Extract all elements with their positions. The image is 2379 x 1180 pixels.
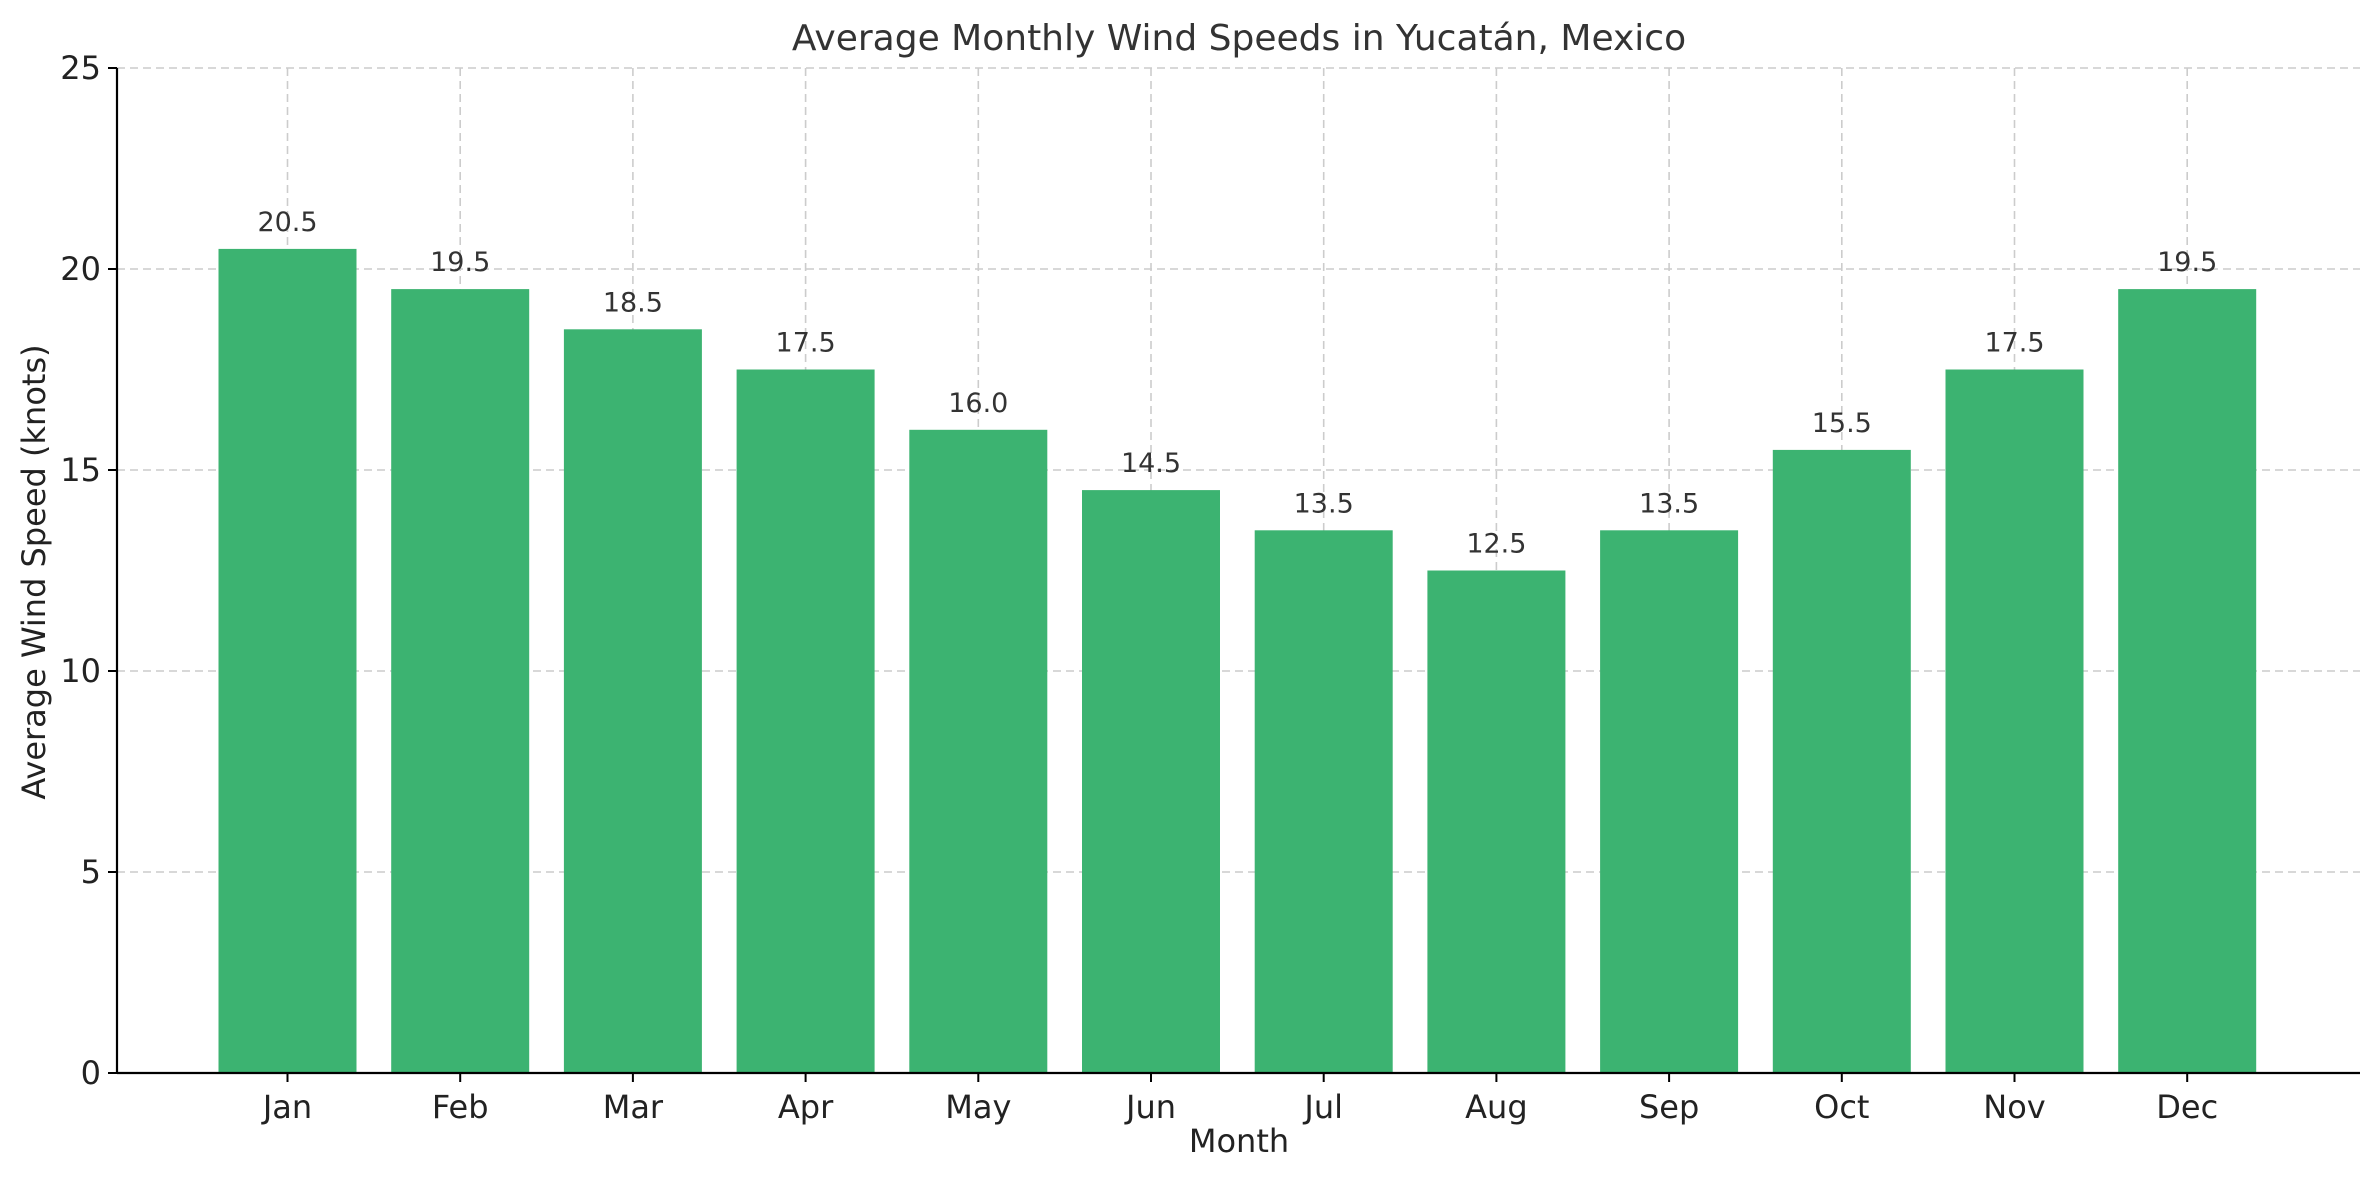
data-label-mar: 18.5 — [603, 287, 663, 318]
x-tick-label-dec: Dec — [2156, 1088, 2218, 1126]
data-label-may: 16.0 — [948, 388, 1008, 419]
x-axis-label: Month — [1189, 1122, 1289, 1160]
x-tick-label-nov: Nov — [1983, 1088, 2045, 1126]
y-tick-label: 20 — [60, 250, 101, 288]
bar-may — [909, 429, 1048, 1073]
bar-jul — [1254, 530, 1393, 1073]
bar-sep — [1600, 530, 1739, 1073]
x-tick-label-feb: Feb — [432, 1088, 489, 1126]
x-tick-label-aug: Aug — [1465, 1088, 1527, 1126]
y-tick-label: 15 — [60, 451, 101, 489]
bar-dec — [2118, 289, 2257, 1074]
x-tick-label-apr: Apr — [778, 1088, 834, 1126]
y-axis-label: Average Wind Speed (knots) — [15, 344, 53, 799]
data-labels: 20.5 19.5 18.5 17.5 16.0 14.5 13.5 12.5 13.5 15.5… — [257, 207, 2217, 560]
data-label-jun: 14.5 — [1121, 448, 1181, 479]
data-label-feb: 19.5 — [430, 247, 490, 278]
data-label-apr: 17.5 — [776, 328, 836, 359]
bar-apr — [736, 369, 875, 1073]
x-tick-label-jul: Jul — [1302, 1088, 1343, 1126]
data-label-sep: 13.5 — [1639, 488, 1699, 519]
bar-jan — [218, 248, 357, 1073]
data-label-dec: 19.5 — [2157, 247, 2217, 278]
y-tick-label: 25 — [60, 49, 101, 87]
y-tick-label: 0 — [81, 1054, 101, 1092]
data-label-oct: 15.5 — [1812, 408, 1872, 439]
x-tick-label-jan: Jan — [261, 1088, 312, 1126]
chart-title: Average Monthly Wind Speeds in Yucatán, … — [792, 18, 1686, 59]
data-label-jul: 13.5 — [1294, 488, 1354, 519]
bar-nov — [1945, 369, 2084, 1073]
data-label-nov: 17.5 — [1984, 328, 2044, 359]
bar-mar — [563, 329, 702, 1073]
x-tick-label-mar: Mar — [603, 1088, 664, 1126]
x-tick-label-may: May — [945, 1088, 1011, 1126]
bar-oct — [1772, 449, 1911, 1073]
bar-feb — [391, 289, 530, 1074]
bars — [218, 248, 2257, 1074]
data-label-jan: 20.5 — [257, 207, 317, 238]
axis-ticks: 0 5 10 15 20 25 Jan Feb Mar Apr May Jun Jul Aug Sep Oct… — [60, 49, 2218, 1126]
x-tick-label-sep: Sep — [1639, 1088, 1699, 1126]
bar-jun — [1082, 490, 1220, 1074]
y-tick-label: 10 — [60, 652, 101, 690]
bar-aug — [1427, 570, 1566, 1073]
x-tick-label-oct: Oct — [1814, 1088, 1869, 1126]
y-tick-label: 5 — [81, 853, 101, 891]
data-label-aug: 12.5 — [1466, 529, 1526, 560]
x-tick-label-jun: Jun — [1124, 1088, 1176, 1126]
